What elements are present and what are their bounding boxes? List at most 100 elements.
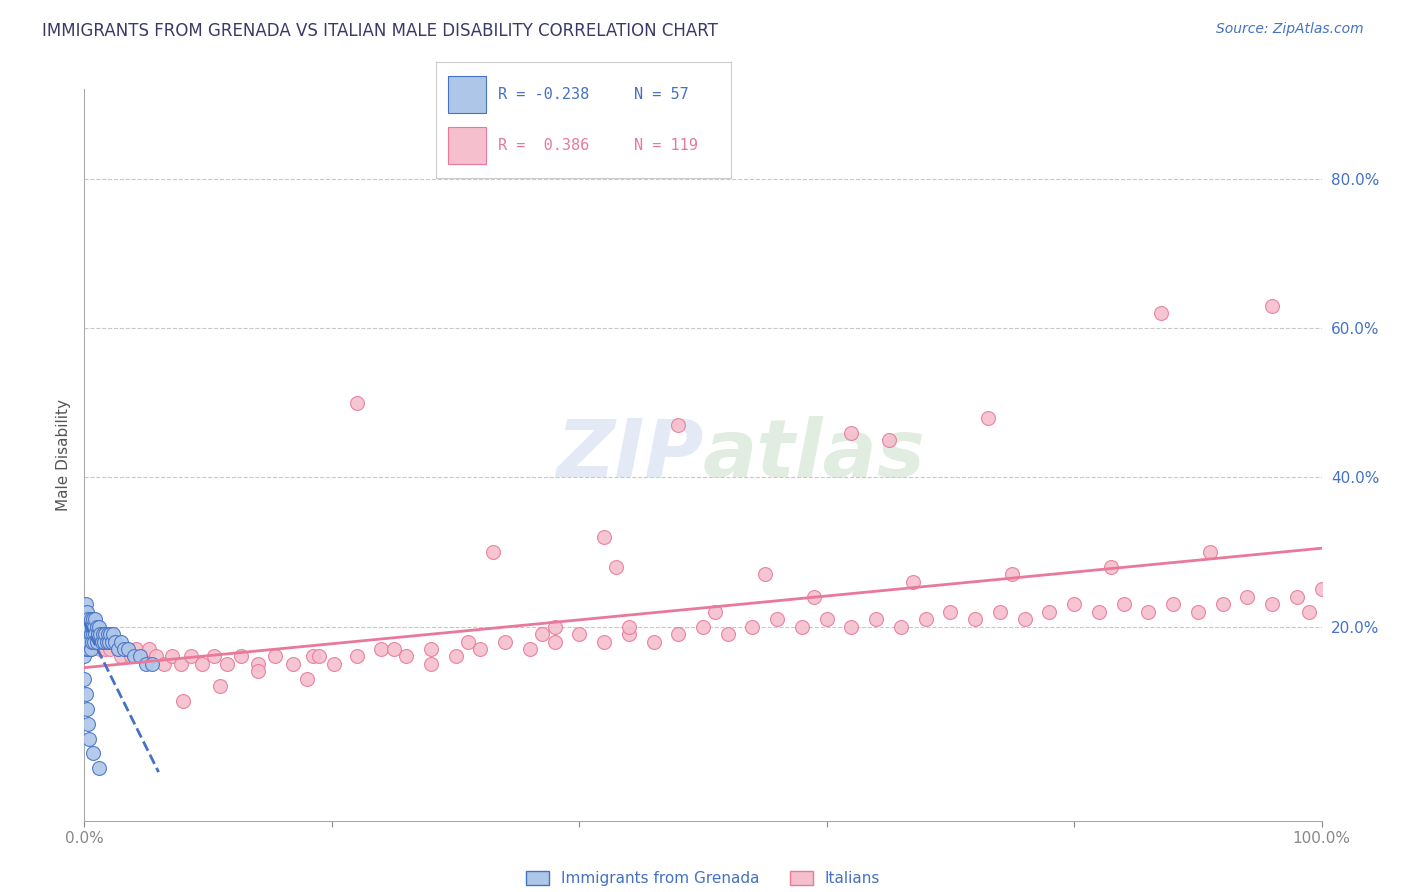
Point — [107, 642, 129, 657]
Point — [494, 634, 516, 648]
Point — [231, 649, 253, 664]
Point — [77, 612, 100, 626]
Point — [803, 590, 825, 604]
Point — [790, 619, 813, 633]
Point — [1038, 605, 1060, 619]
Point — [741, 619, 763, 633]
Point — [83, 634, 105, 648]
Point — [96, 634, 118, 648]
Point — [470, 642, 492, 657]
Point — [323, 657, 346, 671]
Point — [172, 694, 194, 708]
Point — [841, 619, 863, 633]
Point — [593, 530, 616, 544]
Point — [83, 619, 105, 633]
Point — [754, 567, 776, 582]
Point — [877, 433, 900, 447]
Point — [122, 649, 145, 664]
Point — [704, 605, 727, 619]
Point — [79, 612, 101, 626]
Point — [76, 619, 98, 633]
Point — [903, 574, 925, 589]
Point — [692, 619, 714, 633]
Point — [80, 634, 103, 648]
Point — [75, 627, 97, 641]
Point — [519, 642, 541, 657]
Point — [246, 665, 269, 679]
Point — [104, 634, 127, 648]
Point — [988, 605, 1011, 619]
Point — [346, 649, 368, 664]
Point — [180, 649, 202, 664]
Text: N = 119: N = 119 — [634, 138, 697, 153]
Point — [617, 619, 640, 633]
Text: R =  0.386: R = 0.386 — [498, 138, 589, 153]
Point — [82, 612, 104, 626]
Point — [89, 761, 111, 775]
Point — [79, 627, 101, 641]
Point — [135, 657, 157, 671]
Point — [1001, 567, 1024, 582]
Point — [605, 560, 627, 574]
Point — [308, 649, 330, 664]
Point — [125, 642, 148, 657]
Point — [94, 627, 117, 641]
Point — [75, 642, 97, 657]
Point — [112, 642, 135, 657]
Point — [481, 545, 503, 559]
Point — [382, 642, 405, 657]
Point — [73, 672, 96, 686]
Point — [101, 627, 124, 641]
Text: IMMIGRANTS FROM GRENADA VS ITALIAN MALE DISABILITY CORRELATION CHART: IMMIGRANTS FROM GRENADA VS ITALIAN MALE … — [42, 22, 718, 40]
Point — [1261, 597, 1284, 611]
Point — [1014, 612, 1036, 626]
Point — [86, 619, 108, 633]
Point — [129, 649, 152, 664]
Point — [73, 649, 96, 664]
Point — [86, 634, 108, 648]
Point — [73, 619, 96, 633]
Point — [395, 649, 418, 664]
Point — [86, 634, 108, 648]
Point — [76, 634, 98, 648]
Point — [457, 634, 479, 648]
Point — [346, 395, 368, 409]
Point — [841, 425, 863, 440]
Text: ZIP: ZIP — [555, 416, 703, 494]
Point — [84, 612, 107, 626]
Point — [89, 642, 111, 657]
Point — [914, 612, 936, 626]
Point — [79, 731, 101, 746]
Point — [141, 657, 163, 671]
Point — [83, 634, 105, 648]
Point — [1099, 560, 1122, 574]
Point — [91, 634, 114, 648]
Point — [202, 649, 225, 664]
Point — [131, 649, 153, 664]
Point — [77, 612, 100, 626]
Point — [73, 634, 96, 648]
Point — [531, 627, 554, 641]
Point — [939, 605, 962, 619]
Point — [138, 642, 160, 657]
Point — [419, 657, 441, 671]
Point — [976, 410, 998, 425]
Point — [1187, 605, 1209, 619]
Point — [77, 642, 100, 657]
Text: N = 57: N = 57 — [634, 87, 689, 103]
Point — [209, 679, 232, 693]
Point — [120, 649, 142, 664]
Point — [75, 612, 97, 626]
Point — [75, 627, 97, 641]
Point — [100, 634, 122, 648]
Point — [1199, 545, 1222, 559]
Legend: Immigrants from Grenada, Italians: Immigrants from Grenada, Italians — [526, 871, 880, 886]
Point — [75, 687, 97, 701]
Point — [76, 634, 98, 648]
Y-axis label: Male Disability: Male Disability — [56, 399, 72, 511]
Point — [643, 634, 665, 648]
Point — [766, 612, 789, 626]
Point — [77, 627, 100, 641]
Point — [1298, 605, 1320, 619]
Point — [965, 612, 987, 626]
